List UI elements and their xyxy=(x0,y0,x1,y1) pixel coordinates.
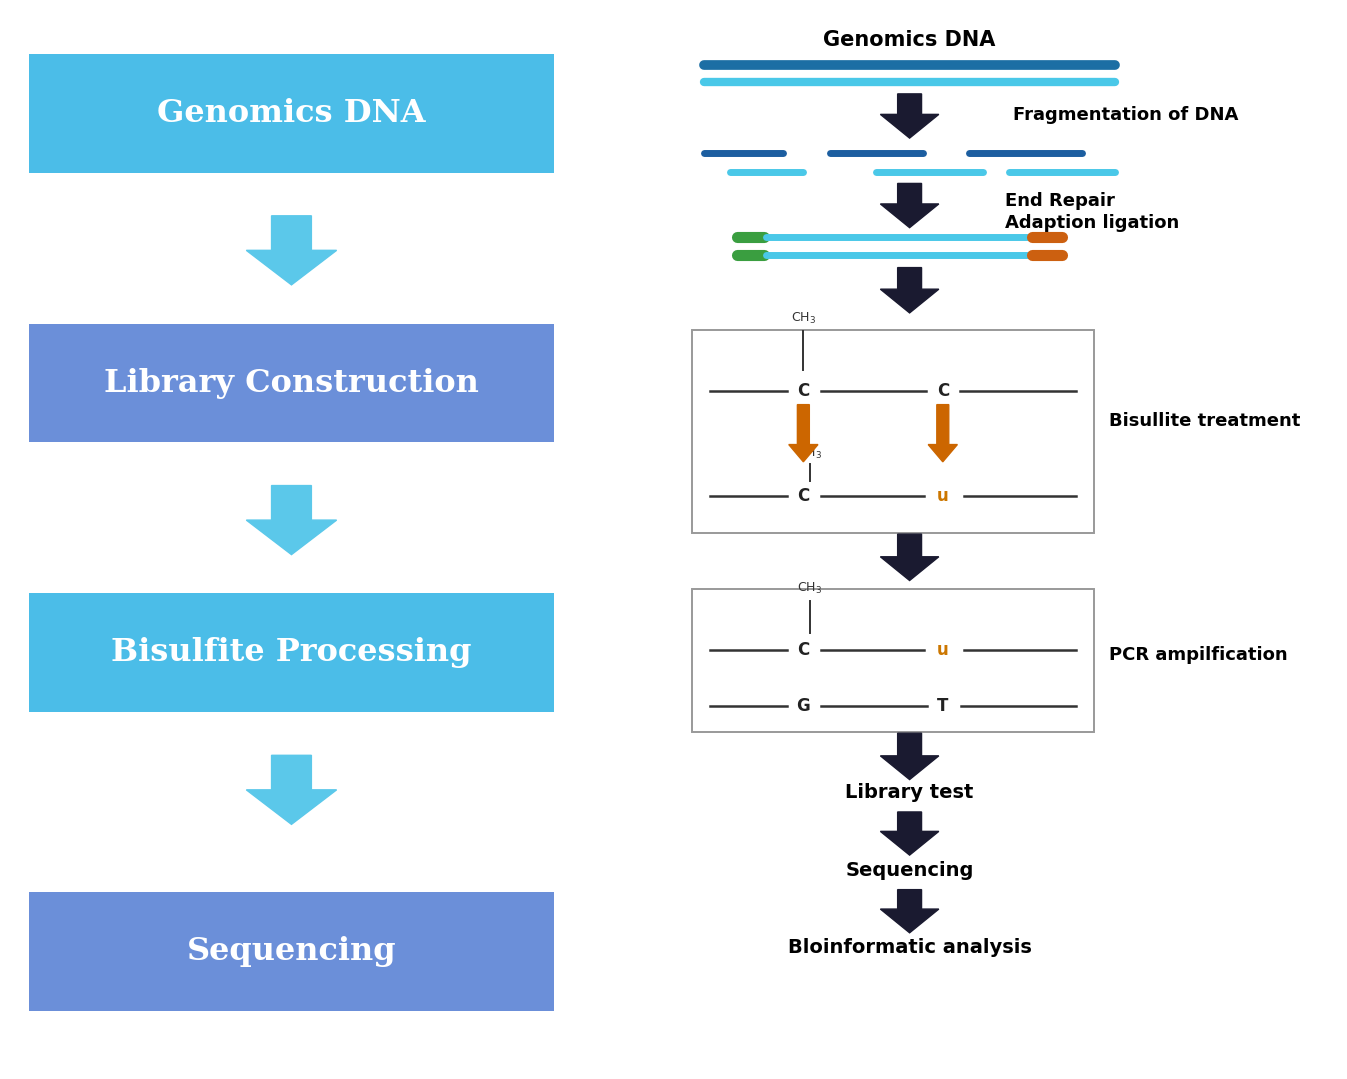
FancyBboxPatch shape xyxy=(692,330,1094,533)
Text: PCR ampilfication: PCR ampilfication xyxy=(1109,646,1288,664)
Text: Bisulfite Processing: Bisulfite Processing xyxy=(112,638,471,668)
Text: C: C xyxy=(936,382,948,399)
Text: Sequencing: Sequencing xyxy=(187,937,396,967)
Polygon shape xyxy=(247,486,337,555)
FancyBboxPatch shape xyxy=(30,892,554,1011)
Text: Fragmentation of DNA: Fragmentation of DNA xyxy=(1013,107,1238,124)
FancyBboxPatch shape xyxy=(30,593,554,712)
Text: C: C xyxy=(797,641,810,658)
Text: CH$_3$: CH$_3$ xyxy=(797,446,823,461)
Text: End Repair: End Repair xyxy=(1005,192,1115,209)
Polygon shape xyxy=(881,889,939,932)
Text: Genomics DNA: Genomics DNA xyxy=(823,30,995,50)
Text: Genomics DNA: Genomics DNA xyxy=(158,98,426,128)
Polygon shape xyxy=(247,216,337,285)
Polygon shape xyxy=(789,405,818,462)
Polygon shape xyxy=(881,268,939,313)
Text: C: C xyxy=(797,488,810,505)
Text: u: u xyxy=(938,641,948,658)
Text: Library Construction: Library Construction xyxy=(104,368,480,398)
Text: u: u xyxy=(938,488,948,505)
FancyBboxPatch shape xyxy=(30,324,554,442)
Text: Bloinformatic analysis: Bloinformatic analysis xyxy=(788,939,1032,957)
Polygon shape xyxy=(881,811,939,855)
Polygon shape xyxy=(881,94,939,138)
Polygon shape xyxy=(881,734,939,779)
FancyBboxPatch shape xyxy=(692,589,1094,732)
Text: Sequencing: Sequencing xyxy=(846,861,974,879)
Text: CH$_3$: CH$_3$ xyxy=(791,311,816,326)
Text: Adaption ligation: Adaption ligation xyxy=(1005,215,1180,232)
Text: CH$_3$: CH$_3$ xyxy=(797,581,823,596)
Text: C: C xyxy=(797,382,810,399)
Text: Bisullite treatment: Bisullite treatment xyxy=(1109,412,1300,429)
FancyBboxPatch shape xyxy=(30,54,554,173)
Text: G: G xyxy=(796,697,811,714)
Polygon shape xyxy=(881,534,939,581)
Polygon shape xyxy=(247,755,337,824)
Text: T: T xyxy=(938,697,948,714)
Text: Library test: Library test xyxy=(846,783,974,802)
Polygon shape xyxy=(928,405,958,462)
Polygon shape xyxy=(881,183,939,228)
